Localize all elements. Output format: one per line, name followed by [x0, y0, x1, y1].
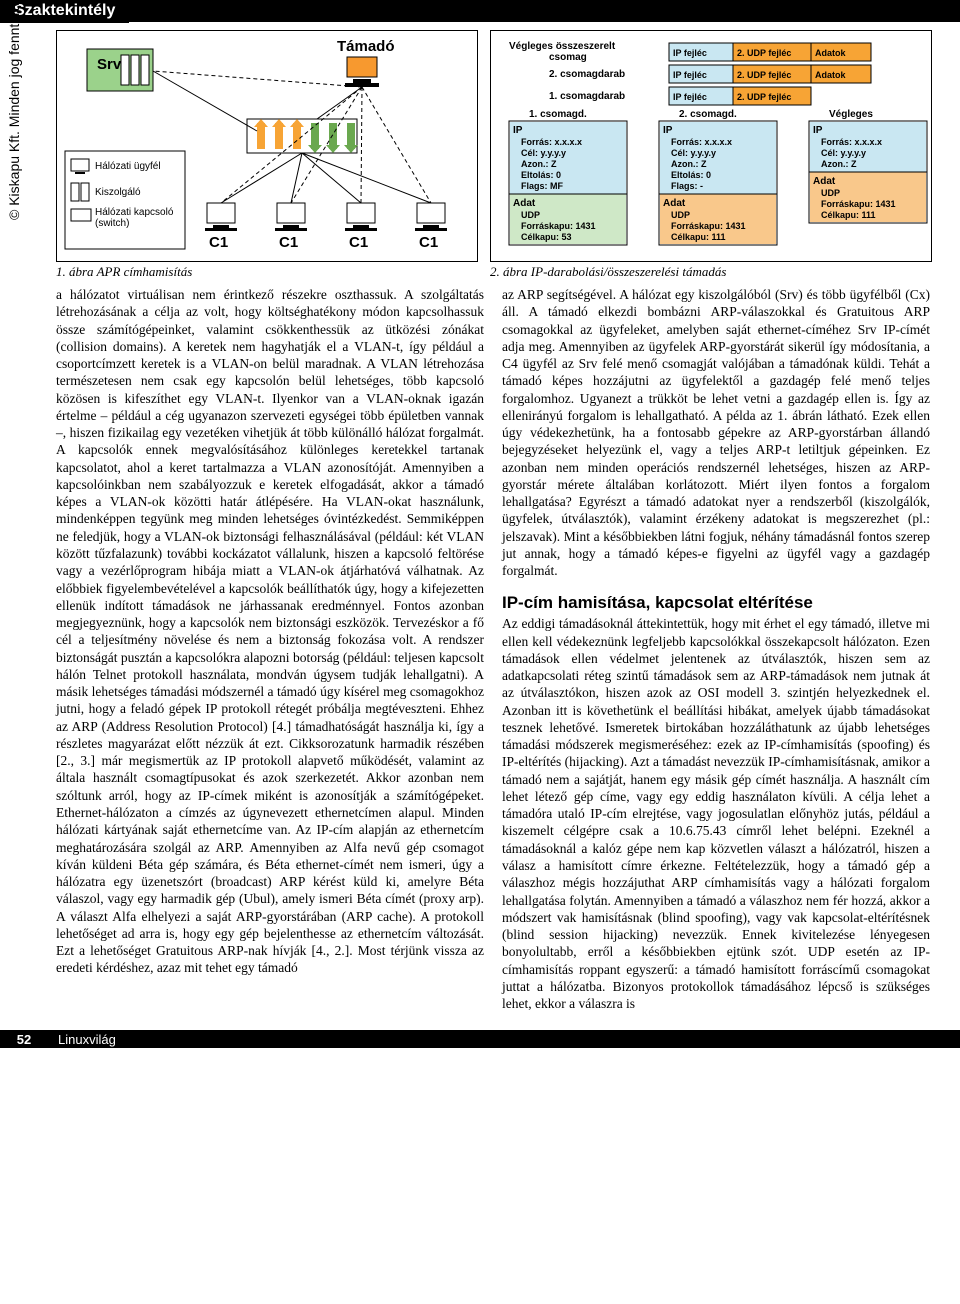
svg-text:C1: C1: [419, 234, 438, 251]
right-heading: IP-cím hamisítása, kapcsolat eltérítése: [502, 592, 930, 614]
svg-text:Flags: -: Flags: -: [671, 181, 703, 191]
svg-text:Azon.: Z: Azon.: Z: [671, 159, 707, 169]
svg-text:C1: C1: [209, 234, 228, 251]
svg-text:2. UDP fejléc: 2. UDP fejléc: [737, 92, 791, 102]
svg-text:Hálózati ügyfél: Hálózati ügyfél: [95, 161, 161, 172]
svg-text:IP: IP: [663, 125, 673, 136]
svg-text:Végleges összeszerelt: Végleges összeszerelt: [509, 41, 616, 52]
svg-text:IP fejléc: IP fejléc: [673, 92, 707, 102]
svg-text:Kiszolgáló: Kiszolgáló: [95, 187, 141, 198]
svg-text:Adat: Adat: [813, 176, 836, 187]
svg-text:IP: IP: [813, 125, 823, 136]
svg-text:Hálózati kapcsoló: Hálózati kapcsoló: [95, 207, 174, 218]
svg-text:IP fejléc: IP fejléc: [673, 70, 707, 80]
section-header: Szaktekintély: [0, 0, 960, 22]
svg-text:1. csomagd.: 1. csomagd.: [529, 109, 587, 120]
svg-text:Eltolás: 0: Eltolás: 0: [671, 170, 711, 180]
svg-text:Adat: Adat: [513, 198, 536, 209]
figure-1-caption: 1. ábra APR címhamisítás: [56, 264, 478, 280]
svg-text:UDP: UDP: [521, 210, 540, 220]
svg-text:IP: IP: [513, 125, 523, 136]
svg-text:Azon.: Z: Azon.: Z: [821, 159, 857, 169]
copyright-vertical: © Kiskapu Kft. Minden jog fenntartva: [6, 0, 22, 220]
svg-text:2. UDP fejléc: 2. UDP fejléc: [737, 70, 791, 80]
svg-text:C1: C1: [279, 234, 298, 251]
svg-text:Forrás: x.x.x.x: Forrás: x.x.x.x: [821, 137, 882, 147]
svg-text:Adatok: Adatok: [815, 48, 846, 58]
figure-2-svg: Végleges összeszereltcsomag IP fejléc 2. U…: [491, 31, 931, 261]
svg-text:Forrás: x.x.x.x: Forrás: x.x.x.x: [521, 137, 582, 147]
figure-1-col: Srv Támadó C1 C1 C1 C1 Hálózati ügyfél Kiszolgá…: [56, 30, 478, 280]
svg-text:Célkapu: 53: Célkapu: 53: [521, 232, 572, 242]
page-number: 52: [0, 1032, 48, 1047]
left-column: a hálózatot virtuálisan nem érintkező ré…: [56, 286, 484, 1012]
page-footer: 52 Linuxvilág: [0, 1030, 960, 1048]
svg-text:csomag: csomag: [549, 52, 587, 63]
svg-text:Forráskapu: 1431: Forráskapu: 1431: [821, 199, 896, 209]
svg-text:(switch): (switch): [95, 218, 129, 229]
svg-text:Flags: MF: Flags: MF: [521, 181, 564, 191]
svg-text:C1: C1: [349, 234, 368, 251]
magazine-name: Linuxvilág: [48, 1032, 116, 1047]
svg-text:UDP: UDP: [821, 188, 840, 198]
svg-text:1. csomagdarab: 1. csomagdarab: [549, 91, 625, 102]
svg-text:Forráskapu: 1431: Forráskapu: 1431: [671, 221, 746, 231]
svg-text:Adatok: Adatok: [815, 70, 846, 80]
svg-text:2. csomagd.: 2. csomagd.: [679, 109, 737, 120]
svg-text:Eltolás: 0: Eltolás: 0: [521, 170, 561, 180]
svg-text:Célkapu: 111: Célkapu: 111: [821, 210, 876, 220]
svg-text:Cél: y.y.y.y: Cél: y.y.y.y: [821, 148, 866, 158]
figure-1-svg: Srv Támadó C1 C1 C1 C1 Hálózati ügyfél Kiszolgá…: [57, 31, 477, 261]
figure-2-col: Végleges összeszereltcsomag IP fejléc 2. U…: [490, 30, 932, 280]
svg-text:2. csomagdarab: 2. csomagdarab: [549, 69, 625, 80]
svg-text:Támadó: Támadó: [337, 38, 395, 55]
svg-text:Forráskapu: 1431: Forráskapu: 1431: [521, 221, 596, 231]
svg-text:Cél: y.y.y.y: Cél: y.y.y.y: [521, 148, 566, 158]
svg-text:Cél: y.y.y.y: Cél: y.y.y.y: [671, 148, 716, 158]
figure-2: Végleges összeszereltcsomag IP fejléc 2. U…: [490, 30, 932, 262]
body-columns: a hálózatot virtuálisan nem érintkező ré…: [56, 286, 930, 1012]
svg-text:Srv: Srv: [97, 56, 122, 73]
figures-row: Srv Támadó C1 C1 C1 C1 Hálózati ügyfél Kiszolgá…: [56, 30, 930, 280]
right-text-1: az ARP segítségével. A hálózat egy kiszo…: [502, 286, 930, 580]
figure-2-caption: 2. ábra IP-darabolási/összeszerelési tám…: [490, 264, 932, 280]
left-text: a hálózatot virtuálisan nem érintkező ré…: [56, 286, 484, 977]
svg-text:Adat: Adat: [663, 198, 686, 209]
svg-text:Célkapu: 111: Célkapu: 111: [671, 232, 726, 242]
svg-text:Azon.: Z: Azon.: Z: [521, 159, 557, 169]
right-text-2: Az eddigi támadásoknál áttekintettük, ho…: [502, 615, 930, 1012]
svg-text:2. UDP fejléc: 2. UDP fejléc: [737, 48, 791, 58]
svg-text:Forrás: x.x.x.x: Forrás: x.x.x.x: [671, 137, 732, 147]
svg-text:UDP: UDP: [671, 210, 690, 220]
svg-text:IP fejléc: IP fejléc: [673, 48, 707, 58]
right-column: az ARP segítségével. A hálózat egy kiszo…: [502, 286, 930, 1012]
figure-1: Srv Támadó C1 C1 C1 C1 Hálózati ügyfél Kiszolgá…: [56, 30, 478, 262]
svg-text:Végleges: Végleges: [829, 109, 873, 120]
